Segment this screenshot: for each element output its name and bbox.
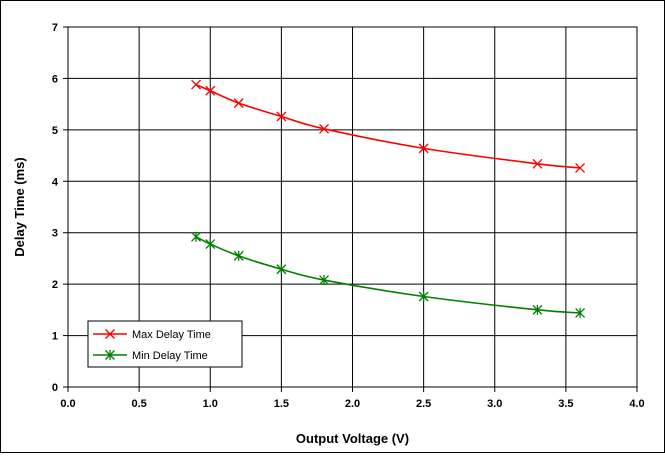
y-tick-label: 1 (52, 331, 58, 343)
legend-item: Max Delay Time (93, 329, 211, 341)
legend-marker (105, 329, 115, 339)
x-tick-label: 1.5 (274, 398, 289, 410)
x-tick-label: 0.5 (131, 398, 146, 410)
series-line (195, 83, 581, 169)
y-axis-ticks: 0 1 2 3 4 5 6 7 (52, 22, 68, 394)
legend-label: Max Delay Time (132, 329, 211, 341)
x-tick-label: 0.0 (60, 398, 75, 410)
data-point (233, 250, 244, 261)
legend-label: Min Delay Time (132, 350, 208, 362)
data-point (205, 85, 216, 96)
y-tick-label: 7 (52, 22, 58, 34)
data-point (319, 275, 330, 286)
data-point (191, 231, 201, 242)
gridlines (67, 26, 638, 388)
data-point (233, 98, 244, 109)
x-tick-label: 3.0 (487, 398, 502, 410)
y-tick-label: 0 (52, 382, 58, 394)
legend-item: Min Delay Time (93, 350, 208, 362)
x-tick-label: 1.0 (203, 398, 218, 410)
y-tick-label: 2 (52, 279, 58, 291)
series-0 (191, 79, 586, 173)
y-tick-label: 6 (52, 73, 58, 85)
data-point (191, 79, 201, 90)
series-line (195, 236, 581, 314)
legend: Max Delay Time Min Delay Time (87, 320, 243, 368)
legend-marker (105, 350, 115, 360)
y-axis-title: Delay Time (ms) (12, 157, 27, 256)
data-point (418, 291, 429, 302)
data-point (532, 158, 543, 169)
y-tick-label: 5 (52, 125, 58, 137)
series-layer (191, 79, 586, 318)
data-point (575, 307, 586, 318)
data-point (575, 162, 586, 173)
y-tick-label: 4 (52, 176, 59, 188)
data-point (532, 304, 543, 315)
data-point (205, 239, 216, 250)
data-point (276, 111, 287, 122)
data-point (319, 123, 330, 134)
x-tick-label: 2.5 (416, 398, 431, 410)
series-1 (191, 231, 586, 318)
y-tick-label: 3 (52, 228, 58, 240)
data-point (276, 264, 287, 275)
x-axis-title: Output Voltage (V) (296, 431, 409, 446)
x-axis-ticks: 0.0 0.5 1.0 1.5 2.0 2.5 3.0 3.5 4.0 (60, 387, 645, 410)
x-tick-label: 4.0 (629, 398, 644, 410)
x-tick-label: 3.5 (558, 398, 573, 410)
x-tick-label: 2.0 (345, 398, 360, 410)
data-point (418, 143, 429, 154)
